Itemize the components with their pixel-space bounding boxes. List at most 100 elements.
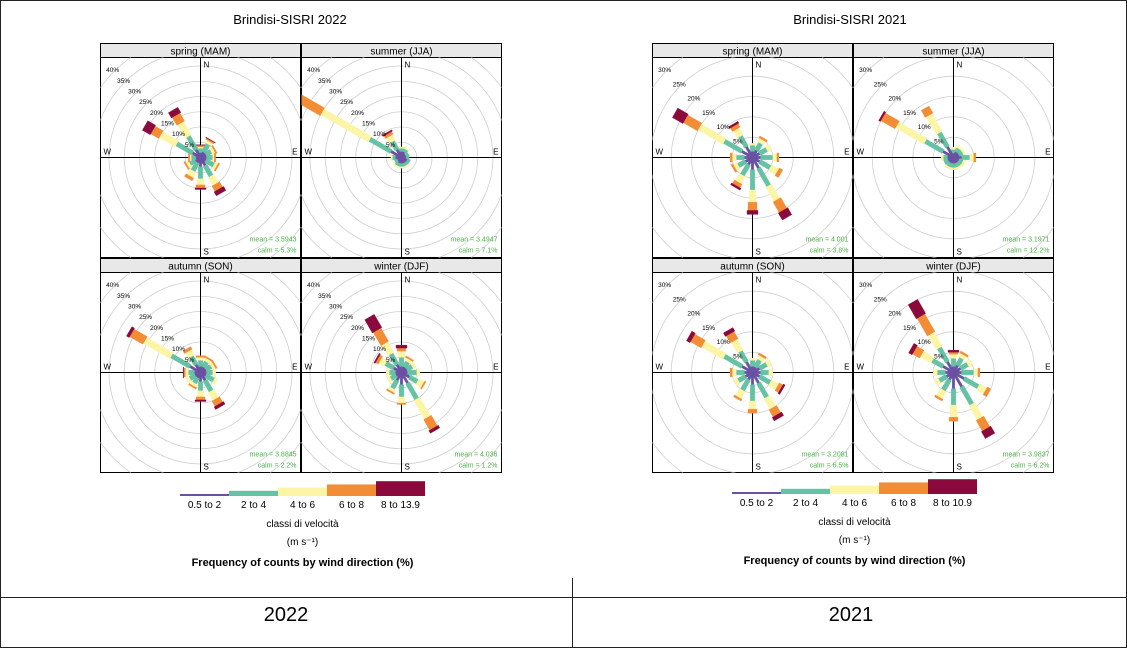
petal-segment [390,153,393,162]
legend-caption-2021: Frequency of counts by wind direction (%… [743,555,966,567]
calm-label: calm = 6.2% [1011,463,1050,470]
ring-label: 15% [161,120,174,127]
petal-segment [410,361,417,370]
petal-segment [949,354,958,359]
petal-segment [194,144,207,146]
petal-segment [878,110,887,122]
petal-segment [397,350,406,358]
ring-label: 15% [362,120,375,127]
ring-label: 5% [934,353,944,360]
petal-segment [397,396,406,404]
legend-label: 6 to 8 [338,500,365,511]
petal-segment [950,388,957,406]
petal-segment [386,375,393,384]
petal-segment [723,327,736,337]
petal-segment [196,146,205,149]
petal-segment [188,383,197,390]
petal-segment [969,153,974,162]
petal-segment [189,153,192,162]
petal-segment [748,189,757,203]
legend-label: 4 to 6 [289,500,316,511]
ring-label: 20% [687,96,700,103]
season-label: autumn (SON) [168,262,232,273]
compass-n: N [756,276,762,285]
petal-segment [965,359,974,368]
petal-segment [736,155,745,160]
ring-label: 25% [673,81,686,88]
ring-label: 25% [874,296,887,303]
petal-segment [776,152,780,163]
petal-segment [933,368,938,377]
calm-label: calm = 5.3% [258,248,297,255]
ring-label: 20% [150,325,163,332]
petal-segment [396,402,407,405]
legend-swatch [879,482,928,494]
season-label: winter (DJF) [373,262,428,273]
petal-segment [772,153,778,162]
compass-n: N [756,61,762,70]
compass-n: N [204,61,210,70]
petal-segment [730,163,738,173]
ring-label: 5% [386,357,396,364]
petal-segment [764,144,773,153]
ring-label: 10% [918,339,931,346]
ring-label: 5% [185,357,195,364]
season-label: spring (MAM) [170,47,230,58]
compass-s: S [957,248,962,257]
petal-segment [194,399,207,402]
petal-segment [768,368,773,377]
petal-segment [212,153,215,162]
ring-label: 10% [717,339,730,346]
petal-segment [195,355,206,358]
compass-s: S [405,248,410,257]
ring-label: 10% [918,124,931,131]
petal-segment [395,344,408,349]
compass-e: E [292,148,297,157]
calm-label: calm = 1.2% [459,463,498,470]
ring-label: 40% [106,282,119,289]
petal-segment [941,153,944,162]
petal-segment [961,155,970,160]
petal-segment [196,178,205,186]
ring-label: 30% [658,67,671,74]
legend-label: 6 to 8 [890,498,917,509]
petal-segment [420,380,427,390]
ring-label: 10% [373,131,386,138]
petal-segment [748,358,757,361]
petal-segment [732,153,737,162]
petal-segment [736,369,745,376]
ring-label: 25% [139,314,152,321]
ring-label: 35% [117,78,130,85]
petal-segment [188,152,190,163]
petal-segment [686,330,696,343]
speed-legend-bar-2022 [180,481,425,496]
ring-label: 25% [139,99,152,106]
petal-segment [728,121,740,129]
calm-label: calm = 12.2% [1007,248,1050,255]
petal-segment [777,207,793,221]
petal-segment [196,390,205,398]
petal-segment [944,164,952,171]
petal-segment [943,155,948,160]
ring-label: 10% [172,346,185,353]
ring-label: 20% [888,96,901,103]
panel-title-2021: Brindisi-SISRI 2021 [793,12,907,27]
ring-label: 30% [128,88,141,95]
compass-s: S [957,463,962,472]
legend-unit-2022: (m s⁻¹) [286,537,319,548]
petal-segment [198,381,203,391]
petal-segment [195,145,206,147]
wind-rose-grid-2022: spring (MAM)5%10%15%20%25%30%35%40%NSW Em… [100,43,502,473]
mean-label: mean = 3.2081 [802,452,849,459]
petal-segment [198,166,203,179]
compass-e: E [493,148,498,157]
petal-segment [168,106,182,119]
petal-segment [194,187,207,190]
petal-segment [959,350,969,358]
petal-segment [933,377,942,386]
petal-segment [961,369,974,376]
petal-segment [392,155,396,160]
ring-label: 5% [934,138,944,145]
petal-segment [934,394,944,402]
